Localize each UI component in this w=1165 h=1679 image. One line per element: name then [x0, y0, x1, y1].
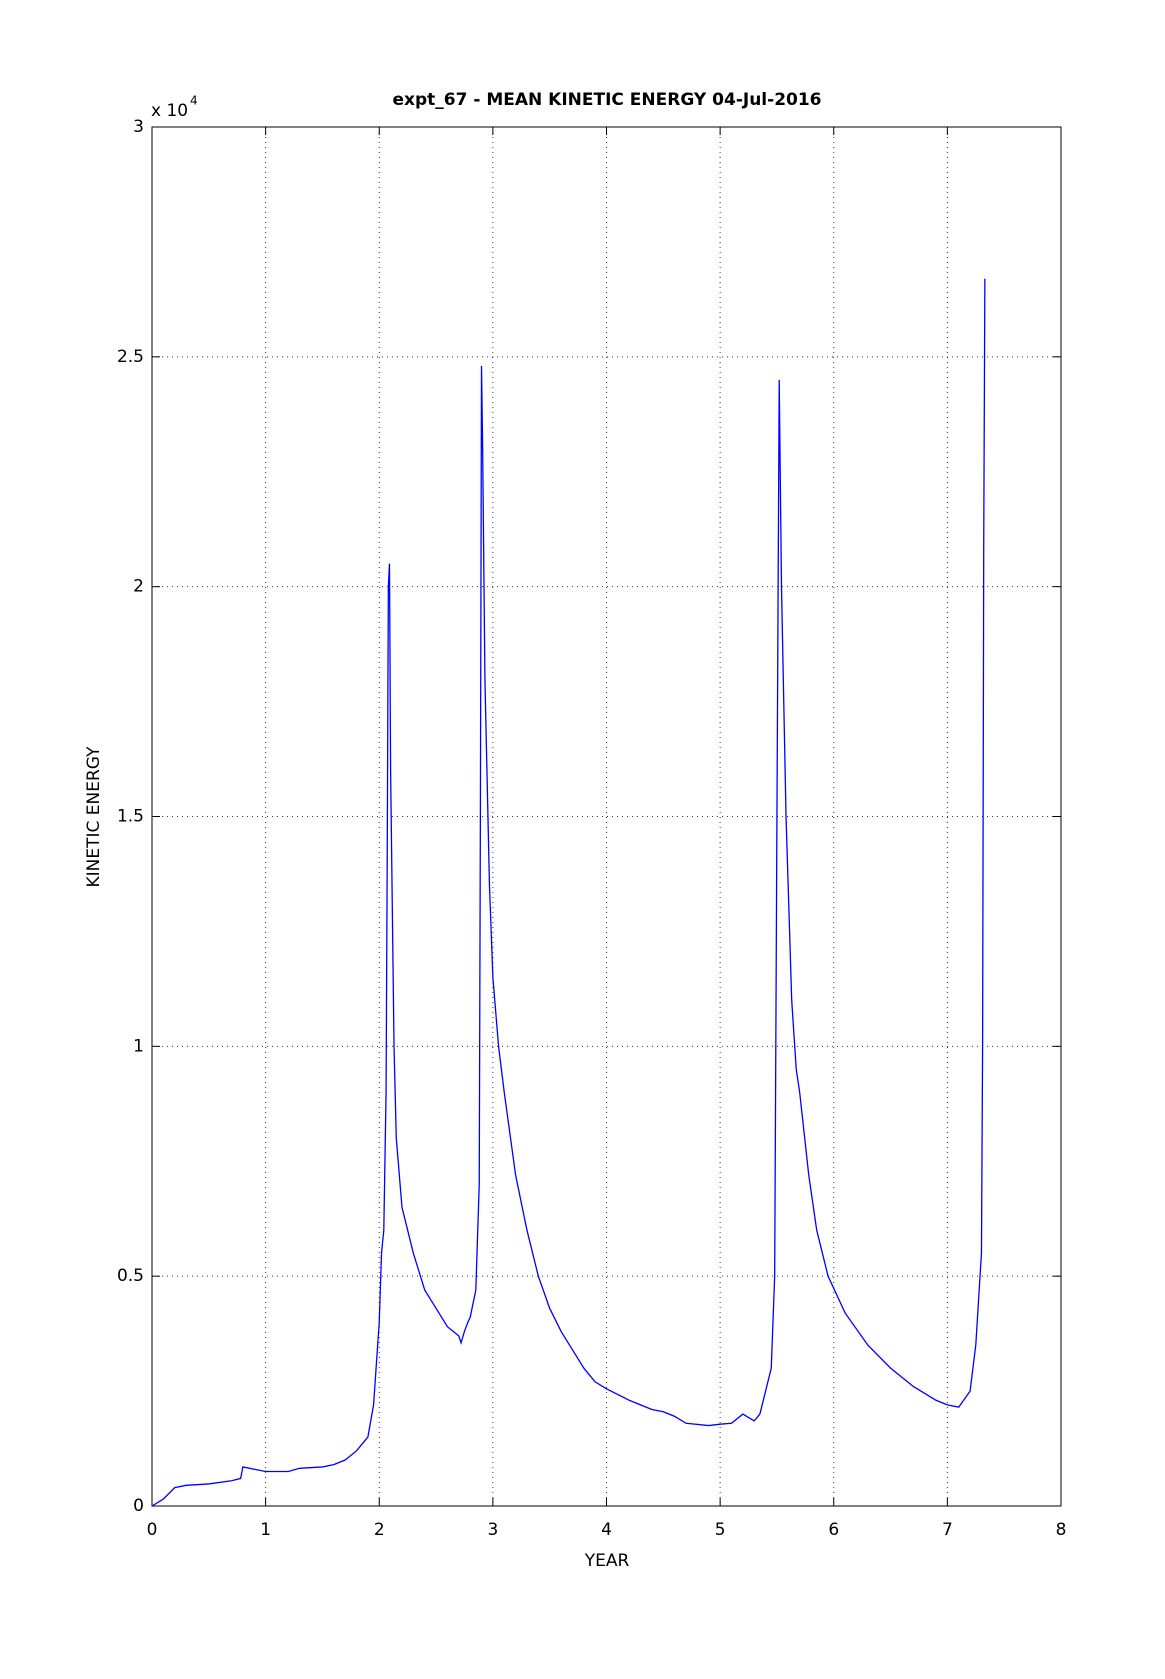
y-tick-label: 1 — [133, 1036, 144, 1056]
y-tick-label: 2 — [133, 577, 144, 597]
y-tick-label: 0.5 — [117, 1266, 144, 1286]
x-tick-label: 2 — [374, 1520, 385, 1540]
y-multiplier: x 10 — [151, 101, 188, 121]
y-tick-label: 2.5 — [117, 347, 144, 367]
x-tick-label: 7 — [942, 1520, 953, 1540]
x-tick-label: 1 — [260, 1520, 271, 1540]
x-axis-label: YEAR — [584, 1551, 630, 1571]
y-axis-label: KINETIC ENERGY — [84, 746, 104, 888]
x-tick-label: 8 — [1056, 1520, 1067, 1540]
y-tick-label: 3 — [133, 117, 144, 137]
y-tick-label: 0 — [133, 1496, 144, 1516]
x-tick-label: 4 — [601, 1520, 612, 1540]
y-multiplier-exponent: 4 — [190, 94, 198, 108]
plot-frame — [151, 126, 1062, 1507]
x-tick-label: 0 — [147, 1520, 158, 1540]
data-line — [151, 278, 986, 1507]
x-tick-label: 5 — [715, 1520, 726, 1540]
chart-title: expt_67 - MEAN KINETIC ENERGY 04-Jul-201… — [392, 90, 821, 110]
x-tick-label: 6 — [828, 1520, 839, 1540]
y-tick-label: 1.5 — [117, 807, 144, 827]
x-tick-label: 3 — [487, 1520, 498, 1540]
